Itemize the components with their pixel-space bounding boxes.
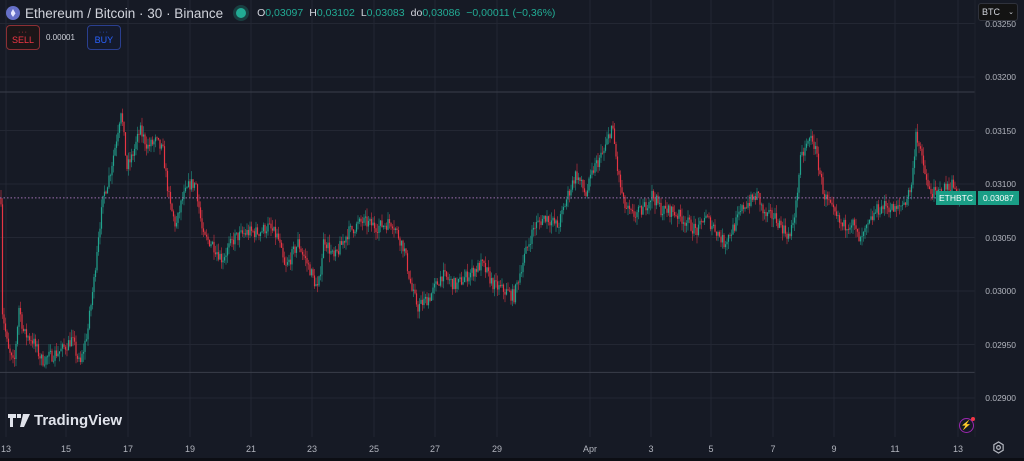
chevron-down-icon: ⌄ xyxy=(1008,9,1014,16)
time-label: 3 xyxy=(648,444,654,454)
notification-badge xyxy=(971,417,975,421)
time-label: 11 xyxy=(890,444,900,454)
time-label: 19 xyxy=(184,444,196,454)
time-label: 7 xyxy=(770,444,776,454)
symbol-title[interactable]: Ethereum / Bitcoin · 30 · Binance xyxy=(25,5,224,21)
ethereum-icon xyxy=(6,6,20,20)
price-tag-symbol: ETHBTC xyxy=(936,190,976,205)
trade-panel: ··· SELL 0.00001 ··· BUY xyxy=(6,25,121,50)
sell-button[interactable]: ··· SELL xyxy=(6,25,40,50)
time-label: 29 xyxy=(491,444,503,454)
time-label: 17 xyxy=(122,444,134,454)
bottom-border xyxy=(0,458,1024,461)
time-label: 13 xyxy=(952,444,964,454)
currency-select[interactable]: BTC ⌄ xyxy=(978,3,1018,21)
price-label: 0.03050 xyxy=(985,232,1016,243)
spread-value: 0.00001 xyxy=(46,33,75,42)
buy-button[interactable]: ··· BUY xyxy=(86,25,121,50)
open-value: 0,03097 xyxy=(265,7,304,19)
ohlc-values: O0,03097 H0,03102 L0,03083 do0,03086 −0,… xyxy=(257,7,556,19)
time-label: 21 xyxy=(245,444,257,454)
change-value: −0,00011 (−0,36%) xyxy=(466,7,556,19)
time-scale[interactable]: 13 15 17 19 21 23 25 27 29 Apr 3 5 7 9 11 13 xyxy=(0,437,1024,461)
time-label: 23 xyxy=(306,444,318,454)
price-label: 0.03200 xyxy=(985,72,1016,82)
chart-legend: Ethereum / Bitcoin · 30 · Binance O0,030… xyxy=(6,4,555,22)
price-label: 0.03150 xyxy=(985,125,1016,136)
time-label: 5 xyxy=(708,444,714,454)
time-label: 25 xyxy=(368,444,380,454)
low-value: 0,03083 xyxy=(366,7,405,19)
price-scale[interactable]: 0.03250 0.03200 0.03150 0.03100 0.03050 0.030… xyxy=(975,0,1024,437)
price-tag-value: 0.03087 xyxy=(978,190,1019,205)
time-label: Apr xyxy=(582,444,598,454)
high-value: 0,03102 xyxy=(316,7,355,19)
settings-gear-icon[interactable] xyxy=(992,441,1005,454)
price-label: 0.03250 xyxy=(985,18,1016,29)
market-status-icon xyxy=(236,8,247,18)
price-label: 0.03000 xyxy=(985,286,1016,296)
close-value: 0,03086 xyxy=(422,7,461,19)
price-label: 0.03100 xyxy=(985,179,1016,189)
flash-alerts-icon[interactable]: ⚡ xyxy=(959,417,975,433)
tradingview-logo[interactable]: TradingView xyxy=(8,412,122,429)
time-label: 13 xyxy=(0,444,12,454)
time-label: 27 xyxy=(429,444,441,454)
price-label: 0.02900 xyxy=(985,393,1016,403)
time-label: 15 xyxy=(60,444,72,454)
price-label: 0.02950 xyxy=(985,339,1016,350)
last-price-tag: ETHBTC 0.03087 xyxy=(936,190,1019,205)
tradingview-logo-icon xyxy=(8,414,30,427)
time-label: 9 xyxy=(831,444,837,454)
